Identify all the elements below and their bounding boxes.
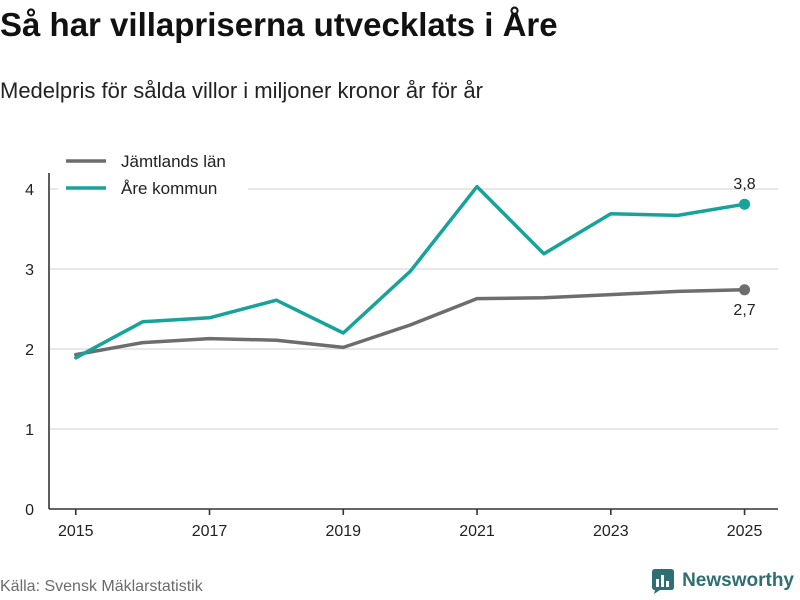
legend-background bbox=[58, 146, 248, 204]
series-lines bbox=[74, 184, 751, 360]
x-tick-label: 2025 bbox=[727, 523, 763, 540]
legend: Jämtlands län Åre kommun bbox=[58, 146, 248, 204]
brand-name: Newsworthy bbox=[682, 570, 794, 591]
chart-title: Så har villapriserna utvecklats i Åre bbox=[0, 6, 558, 43]
y-tick-label: 0 bbox=[25, 502, 34, 519]
x-tick-label: 2019 bbox=[325, 523, 361, 540]
y-tick-label: 4 bbox=[25, 182, 34, 199]
legend-label: Jämtlands län bbox=[121, 152, 226, 171]
x-tick-label: 2015 bbox=[58, 523, 94, 540]
y-tick-label: 3 bbox=[25, 262, 34, 279]
series-end-marker bbox=[739, 284, 751, 296]
x-tick-label: 2021 bbox=[459, 523, 495, 540]
series-end-label: 2,7 bbox=[733, 302, 755, 319]
series-end-label: 3,8 bbox=[733, 176, 755, 193]
grid-lines bbox=[49, 188, 778, 430]
source-note: Källa: Svensk Mäklarstatistik bbox=[0, 578, 203, 595]
series-line-are bbox=[74, 184, 747, 360]
series-line-jamtland bbox=[74, 288, 747, 357]
brand-logo: Newsworthy bbox=[650, 568, 794, 594]
series-end-marker bbox=[739, 198, 751, 210]
legend-label: Åre kommun bbox=[121, 179, 217, 198]
x-tick-label: 2023 bbox=[593, 523, 629, 540]
chart-subtitle: Medelpris för sålda villor i miljoner kr… bbox=[0, 78, 483, 103]
data-labels: 2,7 3,8 bbox=[733, 176, 755, 319]
axes: 0 1 2 3 4 2015 2017 2019 2021 2023 2025 bbox=[25, 173, 778, 540]
x-tick-label: 2017 bbox=[192, 523, 228, 540]
y-tick-label: 2 bbox=[25, 342, 34, 359]
newsworthy-logo-icon bbox=[652, 569, 675, 594]
y-tick-label: 1 bbox=[25, 422, 34, 439]
